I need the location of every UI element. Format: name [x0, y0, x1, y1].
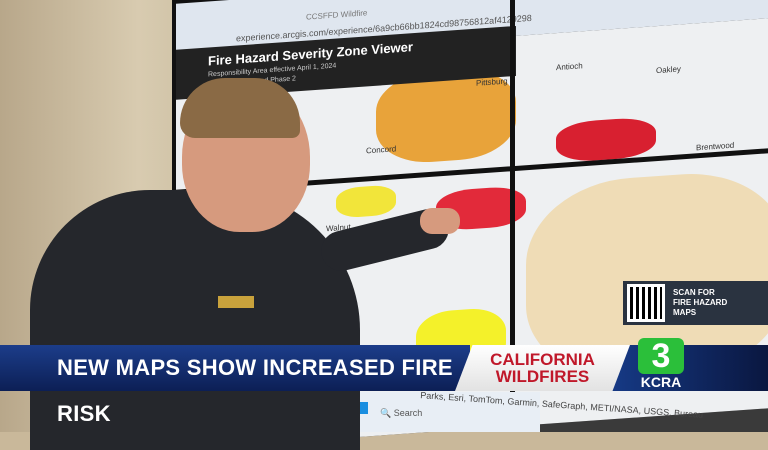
name-badge: [218, 296, 254, 308]
qr-text: SCAN FOR: [673, 288, 715, 297]
hand: [420, 208, 460, 234]
hazard-zone: [556, 116, 656, 164]
headline: NEW MAPS SHOW INCREASED FIRE RISK: [0, 345, 470, 426]
taskbar: [340, 392, 540, 432]
firefighter-person: [30, 190, 360, 450]
logo-panel: [610, 345, 768, 391]
qr-text: MAPS: [673, 308, 697, 317]
search-label: Search: [393, 408, 423, 418]
qr-text: FIRE HAZARD: [673, 298, 728, 307]
qr-promo: SCAN FOR FIRE HAZARD MAPS: [623, 281, 768, 325]
hair: [180, 78, 300, 138]
hazard-zone: [336, 184, 396, 219]
lower-third: NEW MAPS SHOW INCREASED FIRE RISK CALIFO…: [0, 345, 768, 426]
station-logo-text: KCRA: [640, 374, 682, 390]
taskbar-search[interactable]: 🔍 Search: [380, 408, 423, 418]
qr-code-icon[interactable]: [627, 284, 665, 322]
topic-line: CALIFORNIA: [490, 350, 595, 369]
browser-tab[interactable]: CCSFFD Wildfire: [306, 8, 368, 22]
station-logo-number: 3: [638, 338, 684, 374]
place-label: Antioch: [556, 61, 583, 73]
topic-panel: CALIFORNIA WILDFIRES: [455, 345, 630, 391]
place-label: Oakley: [656, 64, 681, 76]
topic-line: WILDFIRES: [495, 367, 590, 386]
